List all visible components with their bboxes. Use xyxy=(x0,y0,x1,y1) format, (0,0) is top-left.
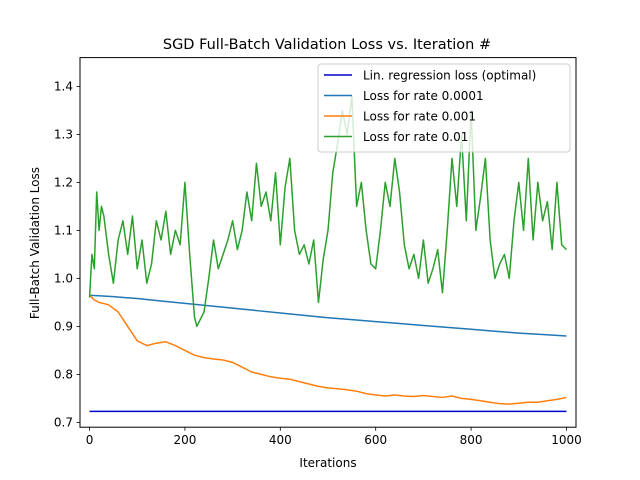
legend-label: Loss for rate 0.0001 xyxy=(363,89,484,103)
y-tick-label: 1.2 xyxy=(54,175,73,189)
plot-frame xyxy=(79,57,577,428)
x-tick-label: 600 xyxy=(364,433,387,447)
y-tick-label: 1.1 xyxy=(54,223,73,237)
y-tick-label: 1.3 xyxy=(54,127,73,141)
legend-label: Loss for rate 0.001 xyxy=(363,110,476,124)
x-tick-label: 0 xyxy=(86,433,94,447)
y-tick-label: 0.9 xyxy=(54,319,73,333)
x-tick-label: 400 xyxy=(269,433,292,447)
x-axis-label: Iterations xyxy=(299,456,356,470)
legend-label: Lin. regression loss (optimal) xyxy=(363,69,536,83)
x-tick-label: 200 xyxy=(173,433,196,447)
legend-label: Loss for rate 0.01 xyxy=(363,130,468,144)
y-tick-label: 0.8 xyxy=(54,367,73,381)
x-tick-label: 1000 xyxy=(551,433,582,447)
series-line-4 xyxy=(88,95,567,328)
y-axis-ticks: 0.7 0.8 0.9 1.0 1.1 1.2 1.3 1.4 xyxy=(54,79,80,429)
y-tick-label: 1.4 xyxy=(54,79,73,93)
series-line-2 xyxy=(89,294,567,337)
series-line-3 xyxy=(89,294,567,405)
y-tick-label: 0.7 xyxy=(54,415,73,429)
plot-lines xyxy=(88,95,567,413)
legend: Lin. regression loss (optimal) Loss for r… xyxy=(317,63,571,153)
legend-box xyxy=(317,63,571,153)
x-axis-ticks: 0 200 400 600 800 1000 xyxy=(86,427,582,447)
x-tick-label: 800 xyxy=(460,433,483,447)
chart-title: SGD Full-Batch Validation Loss vs. Itera… xyxy=(163,37,491,53)
y-tick-label: 1.0 xyxy=(54,271,73,285)
y-axis-label: Full-Batch Validation Loss xyxy=(28,167,42,319)
